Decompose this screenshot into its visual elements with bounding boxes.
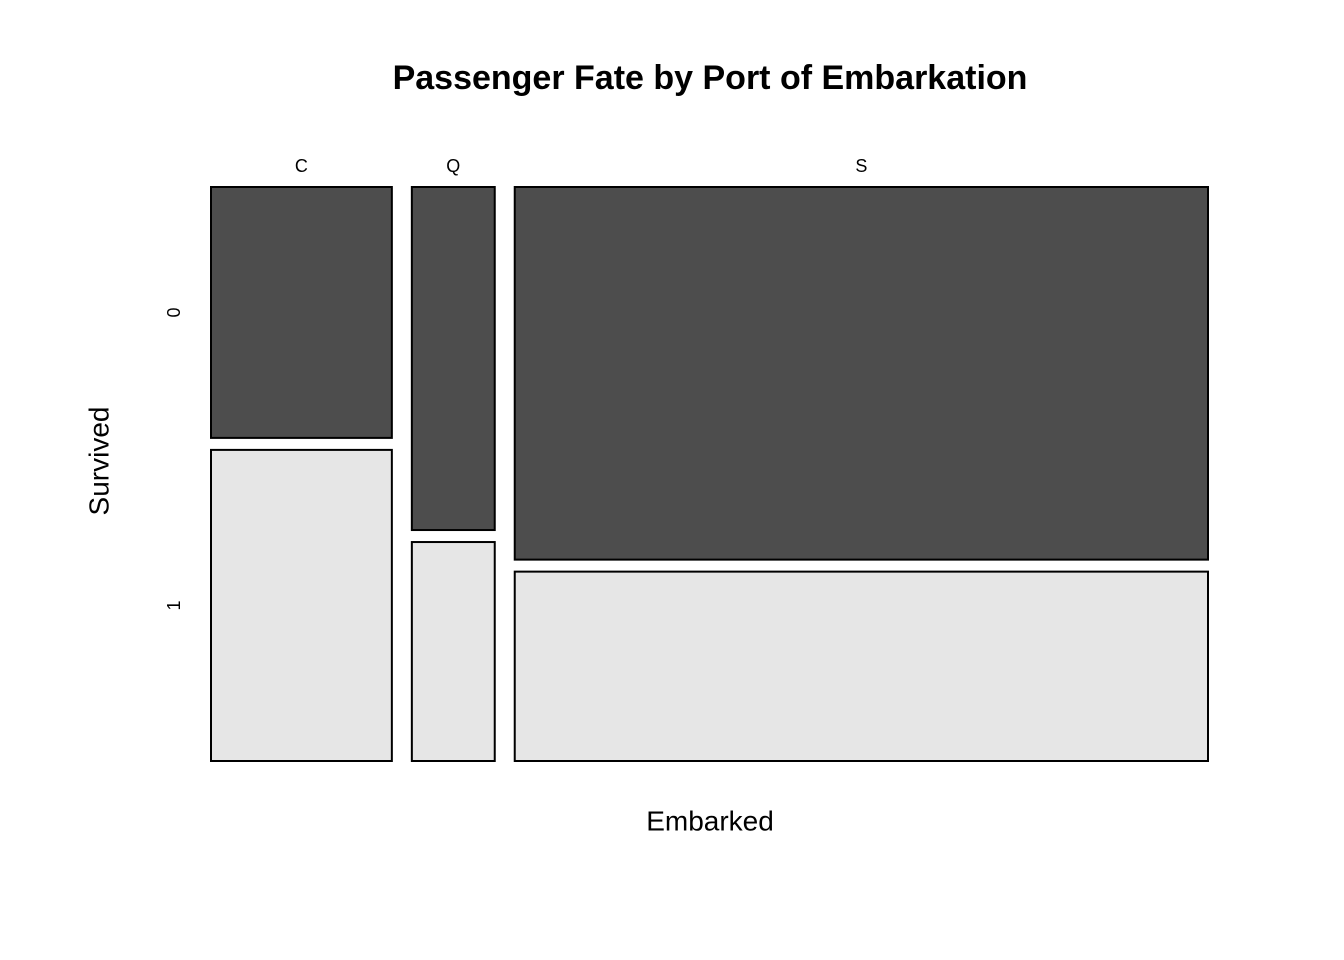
tile (513, 186, 1209, 561)
tile (210, 186, 393, 439)
tile (410, 186, 496, 532)
x-axis-label: Embarked (646, 805, 774, 836)
column-label: Q (446, 156, 460, 176)
column-label: C (295, 156, 308, 176)
chart-title: Passenger Fate by Port of Embarkation (393, 59, 1028, 97)
tile (513, 570, 1209, 762)
column-label: S (855, 156, 867, 176)
tile (410, 541, 496, 762)
tile (210, 448, 393, 762)
row-label: 0 (164, 307, 184, 317)
row-label: 1 (164, 600, 184, 610)
y-axis-label: Survived (83, 407, 114, 516)
